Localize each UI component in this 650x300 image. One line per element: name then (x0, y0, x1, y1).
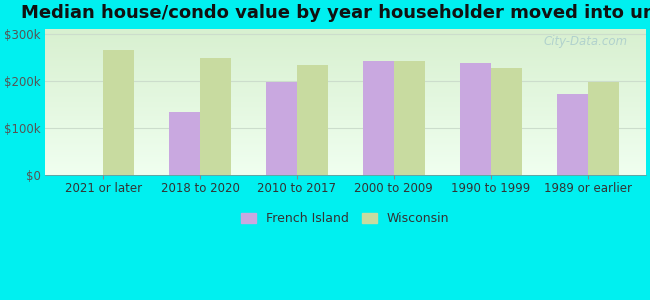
Bar (297, 65, 328, 175)
Legend: French Island, Wisconsin: French Island, Wisconsin (237, 207, 454, 230)
Bar (588, 82, 619, 175)
Title: Median house/condo value by year householder moved into unit: Median house/condo value by year househo… (21, 4, 650, 22)
Bar (394, 61, 425, 175)
Bar (460, 63, 491, 175)
Bar (266, 82, 297, 175)
Bar (169, 112, 200, 175)
Bar (491, 68, 522, 175)
Text: City-Data.com: City-Data.com (543, 35, 628, 48)
Bar (363, 61, 394, 175)
Bar (200, 58, 231, 175)
Bar (103, 50, 134, 175)
Bar (556, 94, 588, 175)
